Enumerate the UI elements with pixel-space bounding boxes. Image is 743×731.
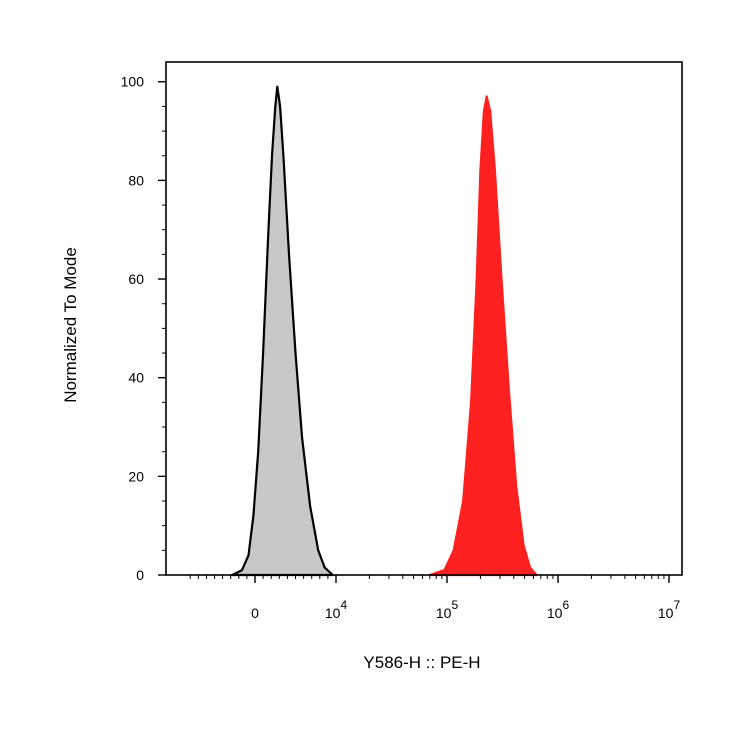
y-tick-label: 20 [128,468,144,484]
plot-frame [165,61,683,576]
y-tick-label: 40 [128,370,144,386]
y-tick-label: 80 [128,172,144,188]
x-tick-label: 107 [658,598,681,621]
y-tick-label: 60 [128,271,144,287]
x-tick-label: 106 [547,598,570,621]
x-tick-label: 104 [325,598,348,621]
y-axis: 0 20 40 60 80 100 [121,74,166,583]
histogram-series-2 [428,95,538,577]
series-layer [231,85,538,577]
y-tick-label: 100 [121,74,145,90]
x-axis: 0 104 105 106 107 [189,575,681,621]
x-tick-label: 0 [251,605,259,621]
x-axis-label: Y586-H :: PE-H [363,653,480,672]
y-tick-label: 0 [136,567,144,583]
x-tick-label: 105 [436,598,459,621]
y-axis-label: Normalized To Mode [61,247,80,403]
histogram-series-1 [231,85,334,577]
